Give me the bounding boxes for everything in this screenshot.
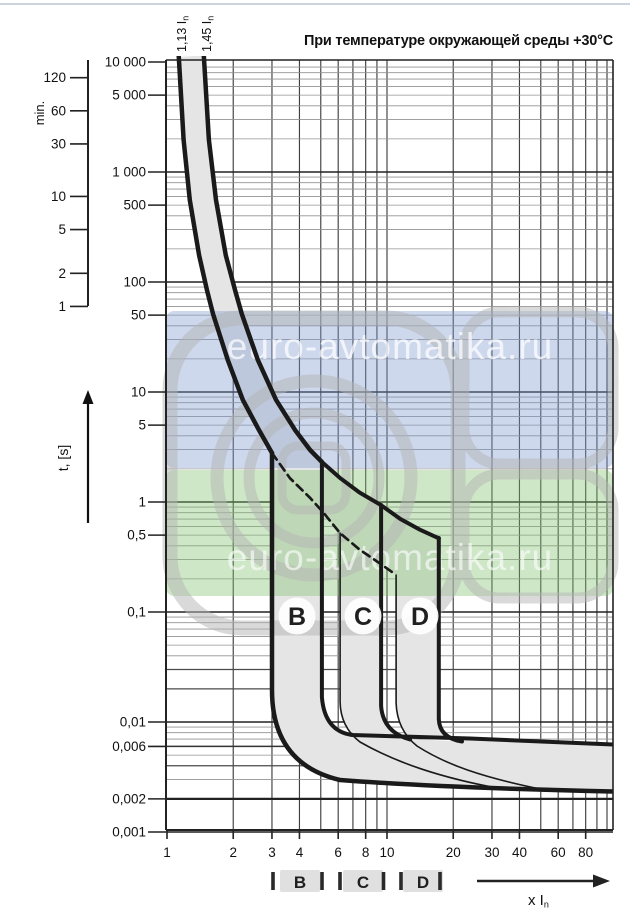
class-letter-badge: [278, 597, 316, 635]
legend-range-pipe: [399, 872, 403, 890]
x-tick-label: 4: [296, 845, 304, 860]
y-tick-label: 500: [123, 198, 146, 213]
x-axis: 1 2 3 4 6 8 10 20 30 40 60 80: [163, 830, 593, 860]
class-legend-row: B C Dx In: [271, 870, 610, 910]
time-axis-arrowhead: [82, 390, 94, 404]
class-letter-badge: [344, 597, 382, 635]
x-tick-label: 20: [446, 845, 461, 860]
y-tick-label: 5: [138, 418, 146, 433]
minutes-tick-label: 120: [43, 70, 66, 85]
page-top-rule: [0, 3, 630, 5]
time-axis-label-group: t, [s]: [55, 390, 94, 523]
y-tick-label: 0,006: [112, 739, 146, 754]
class-letter-d: D: [411, 603, 429, 631]
minutes-axis-title: min.: [32, 101, 47, 126]
x-tick-label: 80: [578, 845, 593, 860]
x-tick-label: 40: [512, 845, 527, 860]
x-tick-label: 30: [484, 845, 499, 860]
legend-range-pipe: [320, 872, 324, 890]
class-d-max-boundary: [436, 536, 464, 744]
x-tick-label: 10: [379, 845, 394, 860]
x-unit-label: x In: [528, 892, 549, 910]
minutes-tick-label: 10: [51, 189, 66, 204]
class-d-min-boundary: [395, 574, 546, 791]
y-tick-label: 1: [138, 495, 146, 510]
x-tick-label: 6: [334, 845, 342, 860]
legend-class-d: D: [417, 873, 429, 892]
y-tick-label: 10: [131, 385, 146, 400]
watermark-text-upper: euro-avtomatika.ru: [227, 326, 553, 367]
legend-box: [280, 870, 320, 892]
plot-frame: [165, 59, 614, 831]
x-tick-label: 60: [551, 845, 566, 860]
y-tick-label: 0,002: [112, 791, 146, 806]
y-tick-label: 10 000: [105, 55, 146, 70]
minutes-tick-label: 1: [58, 299, 66, 314]
minutes-tick-label: 30: [51, 136, 66, 151]
legend-box: [343, 870, 383, 892]
class-c-min-boundary: [339, 532, 506, 791]
top-curve-label: 1,13 In: [175, 16, 191, 52]
x-tick-label: 3: [268, 845, 276, 860]
curve-1-45-in: [201, 56, 325, 465]
class-letter-b: B: [288, 603, 306, 631]
legend-range-pipe: [381, 872, 386, 890]
dashed-lower-boundary: [270, 451, 398, 577]
logo-center-square: [277, 441, 351, 515]
top-curve-label: 1,45 In: [200, 16, 216, 52]
logo-circle-outer: [210, 374, 418, 582]
legend-class-c: C: [357, 873, 369, 892]
legend-range-pipe: [438, 872, 442, 890]
y-tick-label: 0,01: [120, 715, 146, 730]
y-tick-label: 5 000: [112, 88, 146, 103]
x-tick-label: 8: [362, 845, 370, 860]
legend-box: [403, 870, 443, 892]
y-tick-label: 100: [123, 275, 146, 290]
y-tick-label: 50: [131, 308, 146, 323]
y-tick-label: 0,1: [127, 605, 146, 620]
x-tick-label: 2: [229, 845, 237, 860]
legend-range-pipe: [271, 872, 275, 890]
class-c-max-boundary: [379, 503, 412, 742]
time-axis-title: t, [s]: [55, 445, 71, 471]
minutes-tick-label: 60: [51, 103, 66, 118]
legend-range-pipe: [338, 872, 342, 890]
curve-1-13-in: [176, 56, 275, 456]
legend-class-b: B: [294, 873, 306, 892]
logo-rounded-square: [162, 310, 466, 636]
y-tick-label: 0,001: [112, 825, 146, 840]
chart-title: При температуре окружающей среды +30°C: [304, 33, 613, 49]
minutes-tick-label: 2: [58, 266, 66, 281]
x-tick-label: 1: [163, 845, 171, 860]
minutes-axis: 120 60 30 10 5 2 1 min.: [32, 60, 89, 314]
y-tick-label: 1 000: [112, 165, 146, 180]
class-b-min-boundary: [269, 450, 613, 794]
y-axis: 10 000 5 000 1 000 500 100 50 10 5 1 0,5 0,1 0,01 0,…: [105, 55, 166, 840]
minutes-tick-label: 5: [58, 222, 66, 237]
class-letter-badges: B C D: [278, 597, 439, 635]
class-letter-badge: [401, 597, 439, 635]
top-curve-labels: 1,13 In 1,45 In: [175, 16, 216, 52]
class-letter-c: C: [354, 603, 372, 631]
y-tick-label: 0,5: [127, 528, 146, 543]
curves: [176, 56, 613, 794]
logo-circle-inner: [243, 407, 385, 549]
x-unit-arrowhead: [593, 874, 610, 888]
